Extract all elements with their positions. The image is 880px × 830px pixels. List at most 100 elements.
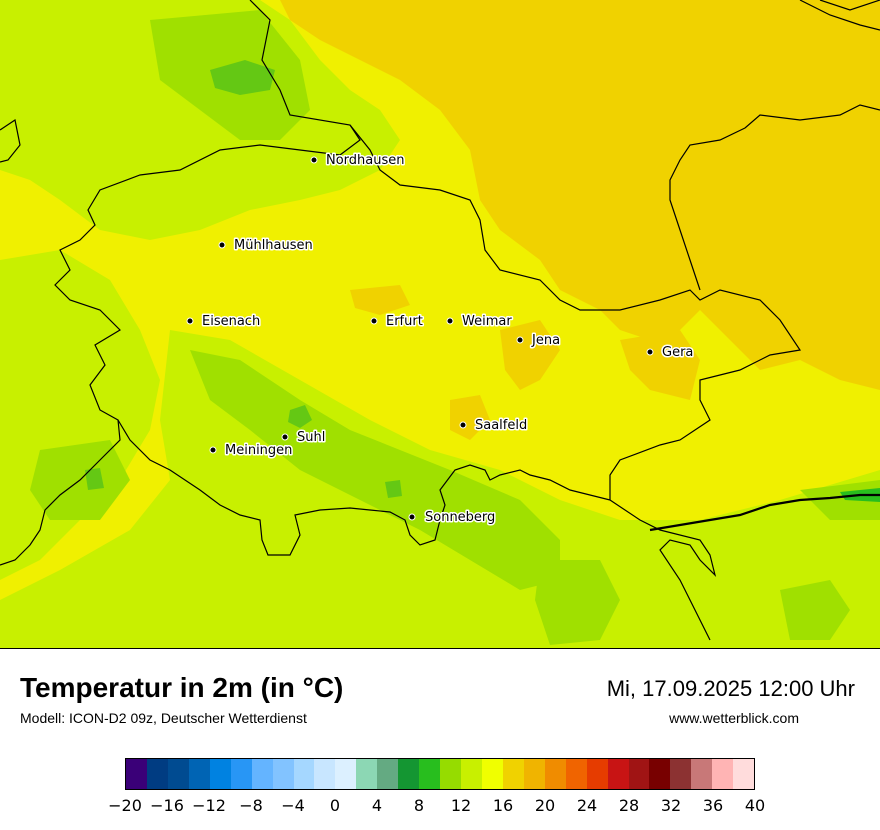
city-dot [459, 421, 467, 429]
city-label: Saalfeld [475, 418, 527, 433]
state-boundary-south [609, 499, 717, 641]
legend-swatch [691, 759, 713, 789]
city-marker: Mühlhausen [218, 237, 314, 255]
city-marker: Sonneberg [408, 509, 497, 527]
city-label: Mühlhausen [234, 238, 313, 253]
legend-tick-label: −16 [150, 796, 184, 815]
legend-swatch [565, 759, 587, 789]
legend-swatch [712, 759, 734, 789]
legend-swatch [649, 759, 671, 789]
city-marker: Eisenach [186, 313, 262, 331]
city-dot [209, 446, 217, 454]
city-marker: Erfurt [370, 313, 424, 331]
city-label: Erfurt [386, 314, 423, 329]
city-marker: Suhl [281, 429, 327, 447]
city-label: Gera [662, 345, 693, 360]
state-boundary-southwest [117, 419, 611, 556]
cool-peak-south [385, 480, 402, 498]
city-label: Eisenach [202, 314, 260, 329]
legend-swatch [293, 759, 315, 789]
legend-tick-label: 32 [660, 796, 682, 815]
legend-swatch [398, 759, 420, 789]
state-boundary-north [349, 124, 802, 500]
city-dot [281, 433, 289, 441]
website-credit: www.wetterblick.com [669, 710, 799, 726]
cool-region-harz-peak [210, 60, 275, 95]
city-label: Meiningen [225, 443, 292, 458]
city-marker: Meiningen [209, 442, 294, 460]
legend-swatch [230, 759, 252, 789]
legend-tick-label: 40 [744, 796, 766, 815]
region-outline-northeast [799, 0, 880, 31]
color-scale-legend [125, 758, 755, 790]
legend-swatch [335, 759, 357, 789]
legend-swatch [481, 759, 503, 789]
legend-tick-label: 12 [450, 796, 472, 815]
legend-swatch [356, 759, 378, 789]
legend-tick-label: 24 [576, 796, 598, 815]
legend-swatch [419, 759, 441, 789]
city-label: Jena [531, 333, 560, 348]
legend-swatch [544, 759, 566, 789]
city-marker: Gera [646, 344, 695, 362]
city-dot [310, 156, 318, 164]
legend-tick-label: 36 [702, 796, 724, 815]
city-layer: Nordhausen Mühlhausen Eisenach Erfurt Weimar… [186, 152, 695, 527]
legend-tick-labels: −20 −16 −12 −8 −4 0 4 8 12 16 20 24 28 32 36 40 [108, 792, 765, 822]
model-info: Modell: ICON-D2 09z, Deutscher Wetterdie… [20, 710, 307, 726]
legend-swatch [523, 759, 545, 789]
legend-swatch [146, 759, 168, 789]
city-marker: Weimar [446, 313, 514, 331]
legend-swatch [314, 759, 336, 789]
legend-tick-label: 28 [618, 796, 640, 815]
cool-patch-south [535, 560, 620, 645]
city-dot [186, 317, 194, 325]
city-label: Weimar [462, 314, 512, 329]
legend-swatch [461, 759, 482, 789]
map-footer [0, 649, 880, 830]
legend-swatch [188, 759, 210, 789]
legend-swatch [126, 759, 147, 789]
city-marker: Nordhausen [310, 152, 406, 170]
cool-region-wald-core [190, 350, 560, 590]
legend-swatch [272, 759, 294, 789]
legend-swatch [670, 759, 692, 789]
warm-patch-gera [620, 330, 700, 400]
legend-tick-label: 4 [371, 796, 383, 815]
city-label: Nordhausen [326, 153, 405, 168]
legend-swatch [586, 759, 608, 789]
legend-swatch [628, 759, 650, 789]
legend-tick-label: −4 [281, 796, 305, 815]
legend-swatch [607, 759, 629, 789]
city-marker: Jena [516, 332, 562, 350]
cool-patch-southeast [780, 580, 850, 640]
legend-swatch [167, 759, 189, 789]
city-dot [370, 317, 378, 325]
legend-swatch [502, 759, 524, 789]
city-dot [646, 348, 654, 356]
legend-swatch [440, 759, 461, 789]
city-dot [218, 241, 226, 249]
region-outline-east [669, 0, 880, 291]
map-title: Temperatur in 2m (in °C) [20, 672, 344, 703]
legend-swatch [377, 759, 399, 789]
cool-peak-suhl [288, 405, 312, 428]
city-marker: Saalfeld [459, 417, 529, 435]
city-dot [516, 336, 524, 344]
legend-tick-label: −20 [108, 796, 142, 815]
legend-tick-label: 16 [492, 796, 514, 815]
warm-patch-erfurt [350, 285, 410, 315]
warm-patch-saalfeld [450, 395, 490, 440]
warm-patch-jena [500, 320, 560, 390]
city-dot [408, 513, 416, 521]
cool-peak-west [85, 468, 104, 490]
forecast-datetime: Mi, 17.09.2025 12:00 Uhr [606, 676, 855, 701]
city-label: Sonneberg [425, 510, 495, 525]
legend-tick-label: 0 [329, 796, 341, 815]
legend-tick-label: −12 [192, 796, 226, 815]
legend-tick-label: −8 [239, 796, 263, 815]
legend-tick-label: 20 [534, 796, 556, 815]
country-border [649, 493, 880, 532]
region-outline-north [0, 119, 21, 163]
state-boundary [0, 0, 361, 566]
